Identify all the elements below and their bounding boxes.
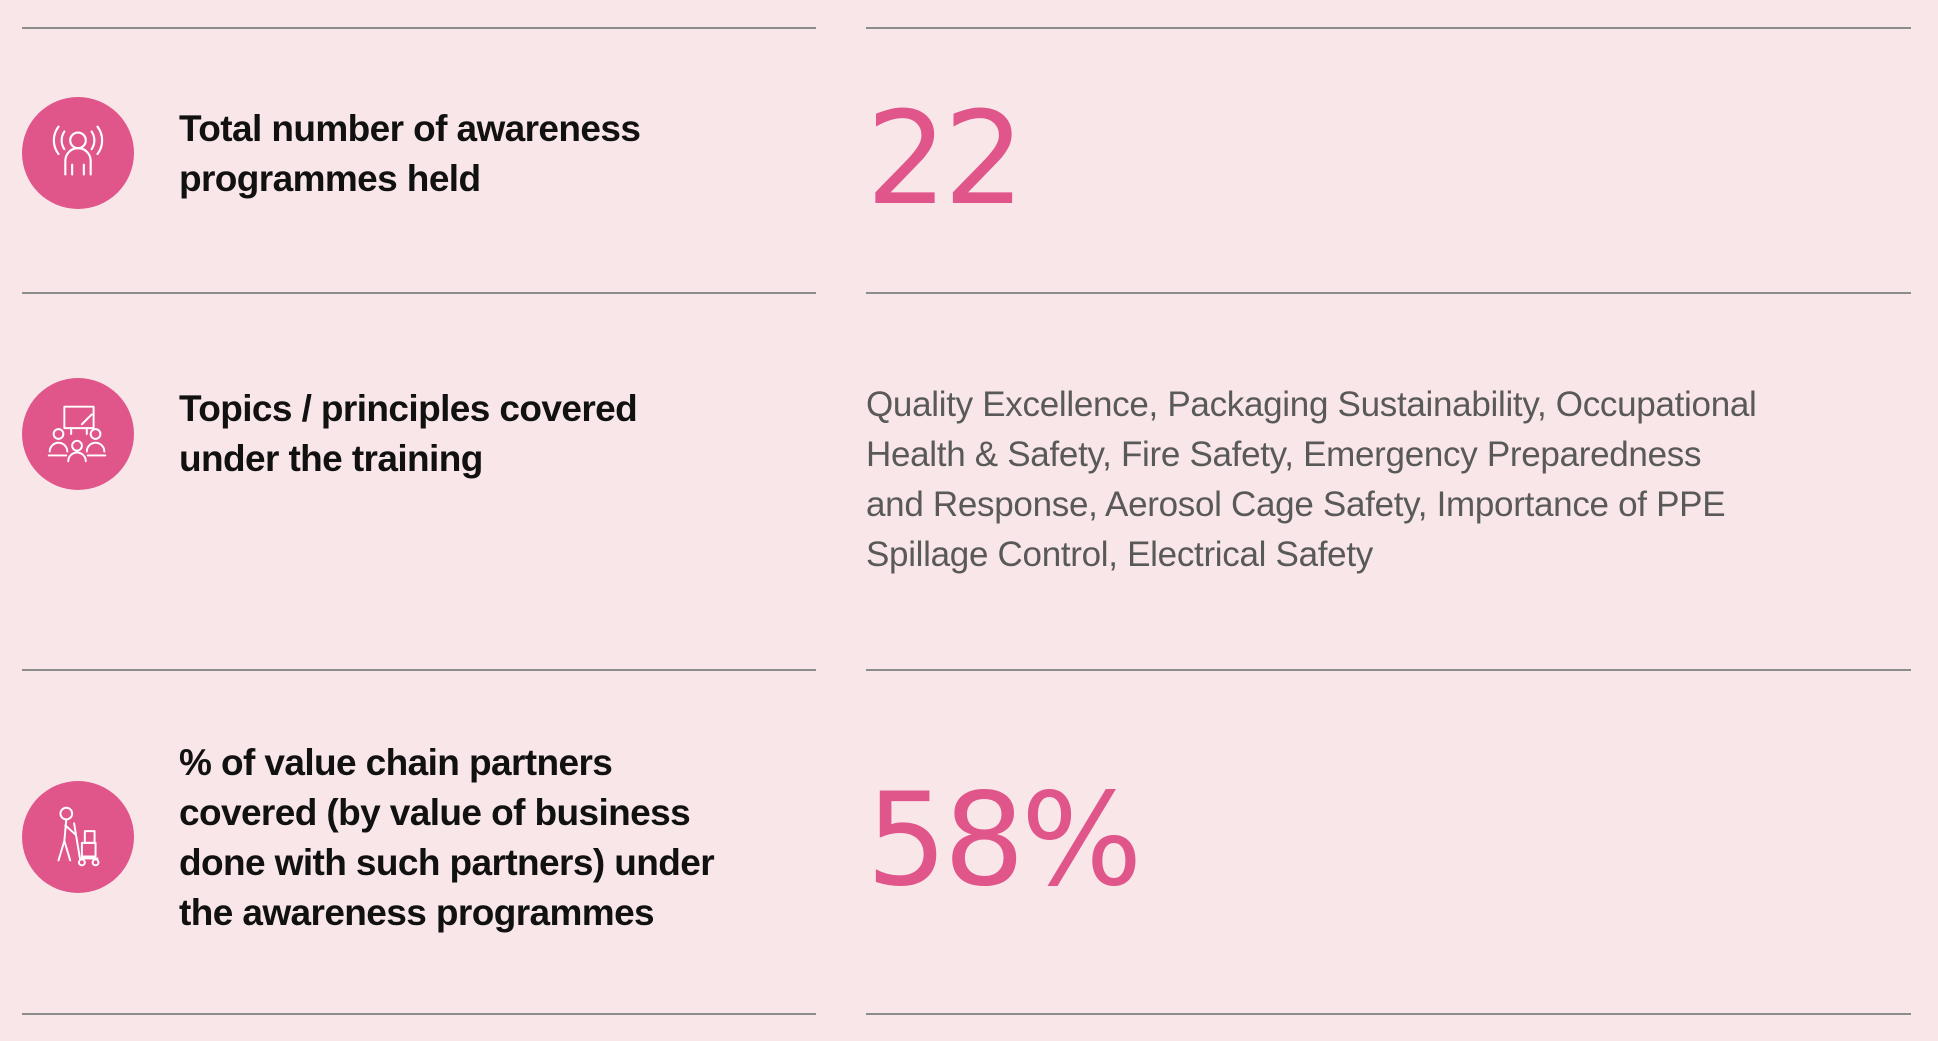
training-session-icon: [22, 378, 134, 490]
row-label: Topics / principles covered under the tr…: [179, 388, 638, 479]
divider: [22, 27, 816, 29]
divider: [866, 27, 1911, 29]
row-label: Total number of awareness programmes hel…: [179, 108, 641, 199]
divider: [22, 292, 816, 294]
broadcast-person-icon: [22, 97, 134, 209]
row-label: % of value chain partners covered (by va…: [179, 742, 715, 933]
divider: [866, 292, 1911, 294]
row-value: Quality Excellence, Packaging Sustainabi…: [866, 385, 1757, 574]
divider: [866, 1013, 1911, 1015]
divider: [22, 1013, 816, 1015]
divider: [866, 669, 1911, 671]
row-value: 58%: [866, 766, 1142, 915]
delivery-worker-icon: [22, 781, 134, 893]
row-value: 22: [866, 85, 1025, 234]
divider: [22, 669, 816, 671]
